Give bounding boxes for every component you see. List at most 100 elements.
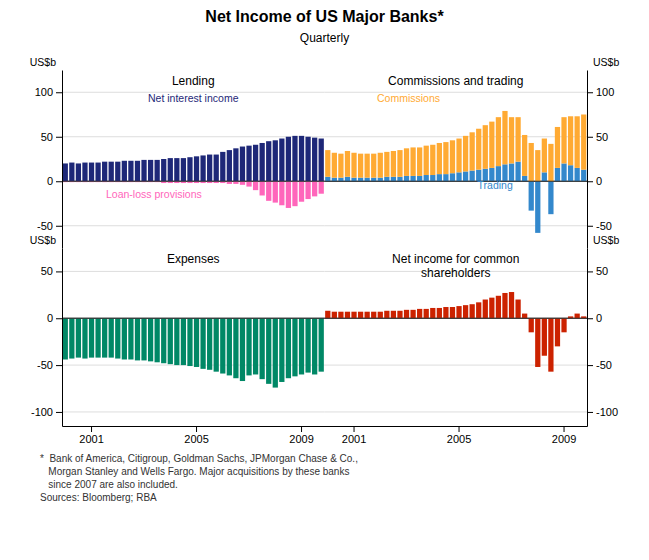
bar: [69, 318, 74, 358]
bars: [63, 318, 324, 387]
series-label: Commissions: [377, 92, 440, 104]
bar: [542, 139, 547, 173]
bar: [470, 132, 475, 170]
bar: [345, 177, 350, 181]
bar: [227, 318, 232, 375]
x-axis: 200120052009: [63, 426, 326, 445]
bar: [489, 122, 494, 168]
bar: [240, 181, 245, 185]
bar: [391, 151, 396, 177]
y-tick-mark: [587, 318, 593, 319]
bar: [246, 146, 251, 182]
bar: [483, 125, 488, 169]
bar: [437, 308, 442, 318]
bar: [430, 145, 435, 175]
y-tick: 0: [587, 175, 602, 187]
bar: [443, 142, 448, 174]
bar: [397, 311, 402, 318]
bar: [253, 145, 258, 181]
bar: [253, 181, 258, 190]
footnote: * Bank of America, Citigroup, Goldman Sa…: [40, 453, 358, 503]
bar: [568, 116, 573, 165]
bar: [240, 318, 245, 381]
bar: [233, 148, 238, 181]
bar: [325, 150, 330, 177]
bar: [351, 178, 356, 182]
bar: [279, 318, 284, 382]
bars: [325, 292, 586, 372]
zero-line: [325, 318, 588, 319]
bar: [378, 312, 383, 319]
bar: [542, 172, 547, 181]
panel: -100-50050200120052009ExpensesUS$b: [30, 234, 325, 445]
grid: [62, 92, 325, 226]
bar: [95, 163, 100, 182]
bar: [194, 318, 199, 367]
bar: [332, 178, 337, 182]
bar: [502, 293, 507, 318]
y-tick-mark: [56, 318, 62, 319]
bar: [515, 300, 520, 319]
y-tick-label: 50: [596, 131, 608, 143]
series: [325, 111, 586, 181]
bar: [266, 181, 271, 201]
bar: [292, 181, 297, 206]
y-tick-mark: [56, 92, 62, 93]
bar: [273, 181, 278, 202]
bar: [168, 318, 173, 364]
chart-title: Net Income of US Major Banks*: [205, 8, 444, 25]
y-tick-mark: [587, 365, 593, 366]
bar: [450, 140, 455, 173]
bar: [430, 308, 435, 318]
y-tick-mark: [587, 92, 593, 93]
footnote-line: since 2007 are also included.: [40, 479, 178, 490]
bar: [174, 158, 179, 181]
y-tick: -50: [587, 359, 612, 371]
bar: [424, 309, 429, 318]
bar: [82, 318, 87, 358]
bar: [561, 318, 566, 332]
bar: [575, 314, 580, 319]
bar: [135, 161, 140, 181]
panel: -50050100LendingNet interest incomeLoan-…: [30, 56, 325, 249]
bar: [246, 181, 251, 186]
x-axis-line: [63, 426, 326, 427]
y-axis-line: [62, 71, 63, 249]
y-tick-label: 50: [41, 265, 53, 277]
bar: [417, 309, 422, 318]
bar: [443, 174, 448, 181]
bar: [456, 172, 461, 181]
bar: [338, 178, 343, 182]
panel-title: Expenses: [167, 252, 220, 266]
bar: [548, 144, 553, 181]
y-tick: 50: [41, 265, 62, 277]
bar: [430, 175, 435, 181]
bar: [89, 318, 94, 357]
bar: [305, 318, 310, 372]
chart-container: Net Income of US Major Banks*Quarterly-5…: [0, 0, 649, 560]
panel: -50050100Commissions and tradingTradingC…: [325, 56, 620, 249]
bar: [581, 115, 586, 170]
y-tick: 0: [47, 312, 62, 324]
bar: [325, 311, 330, 318]
y-tick: 0: [47, 175, 62, 187]
bar: [515, 117, 520, 162]
bar: [207, 155, 212, 182]
bar: [109, 318, 114, 357]
bar: [410, 310, 415, 318]
y-tick: -100: [31, 406, 62, 418]
zero-line: [325, 181, 588, 182]
x-tick-label: 2005: [184, 433, 208, 445]
bar: [502, 111, 507, 164]
bar: [240, 147, 245, 182]
bar: [69, 163, 74, 182]
bar: [155, 160, 160, 181]
bar: [384, 152, 389, 177]
bar: [351, 153, 356, 178]
bar: [463, 136, 468, 172]
bar: [161, 159, 166, 181]
bar: [509, 292, 514, 318]
bar: [371, 312, 376, 319]
series: [63, 136, 324, 181]
y-tick-label: 0: [596, 175, 602, 187]
